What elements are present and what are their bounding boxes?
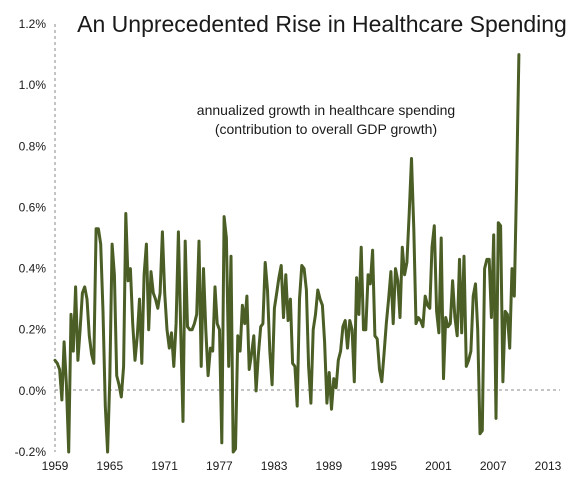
y-tick-label: 0.2% (19, 323, 47, 337)
series-group (53, 53, 521, 454)
annotation-line-2: (contribution to overall GDP growth) (215, 121, 437, 137)
x-tick-label: 2001 (425, 459, 452, 473)
x-tick-labels: 1959 1965 1971 1977 1983 1989 1995 2001 2007 2013 (42, 459, 562, 473)
y-tick-label: 1.0% (19, 78, 47, 92)
x-tick-label: 1983 (261, 459, 288, 473)
x-tick-label: 1971 (151, 459, 178, 473)
y-tick-label: 0.8% (19, 139, 47, 153)
y-tick-label: 0.6% (19, 200, 47, 214)
y-tick-label: 0.0% (19, 384, 47, 398)
y-tick-labels: -0.2% 0.0% 0.2% 0.4% 0.6% 0.8% 1.0% 1.2% (15, 17, 47, 459)
x-tick-label: 1959 (42, 459, 69, 473)
x-tick-label: 1989 (316, 459, 343, 473)
series-line (53, 53, 521, 454)
y-tick-label: -0.2% (15, 445, 47, 459)
x-tick-label: 2013 (535, 459, 562, 473)
x-tick-label: 1977 (206, 459, 233, 473)
y-tick-label: 0.4% (19, 262, 47, 276)
y-tick-label: 1.2% (19, 17, 47, 31)
x-tick-label: 1965 (96, 459, 123, 473)
annotation-line-1: annualized growth in healthcare spending (197, 102, 455, 118)
chart-title: An Unprecedented Rise in Healthcare Spen… (77, 11, 567, 37)
x-tick-label: 1995 (370, 459, 397, 473)
x-tick-label: 2007 (480, 459, 507, 473)
